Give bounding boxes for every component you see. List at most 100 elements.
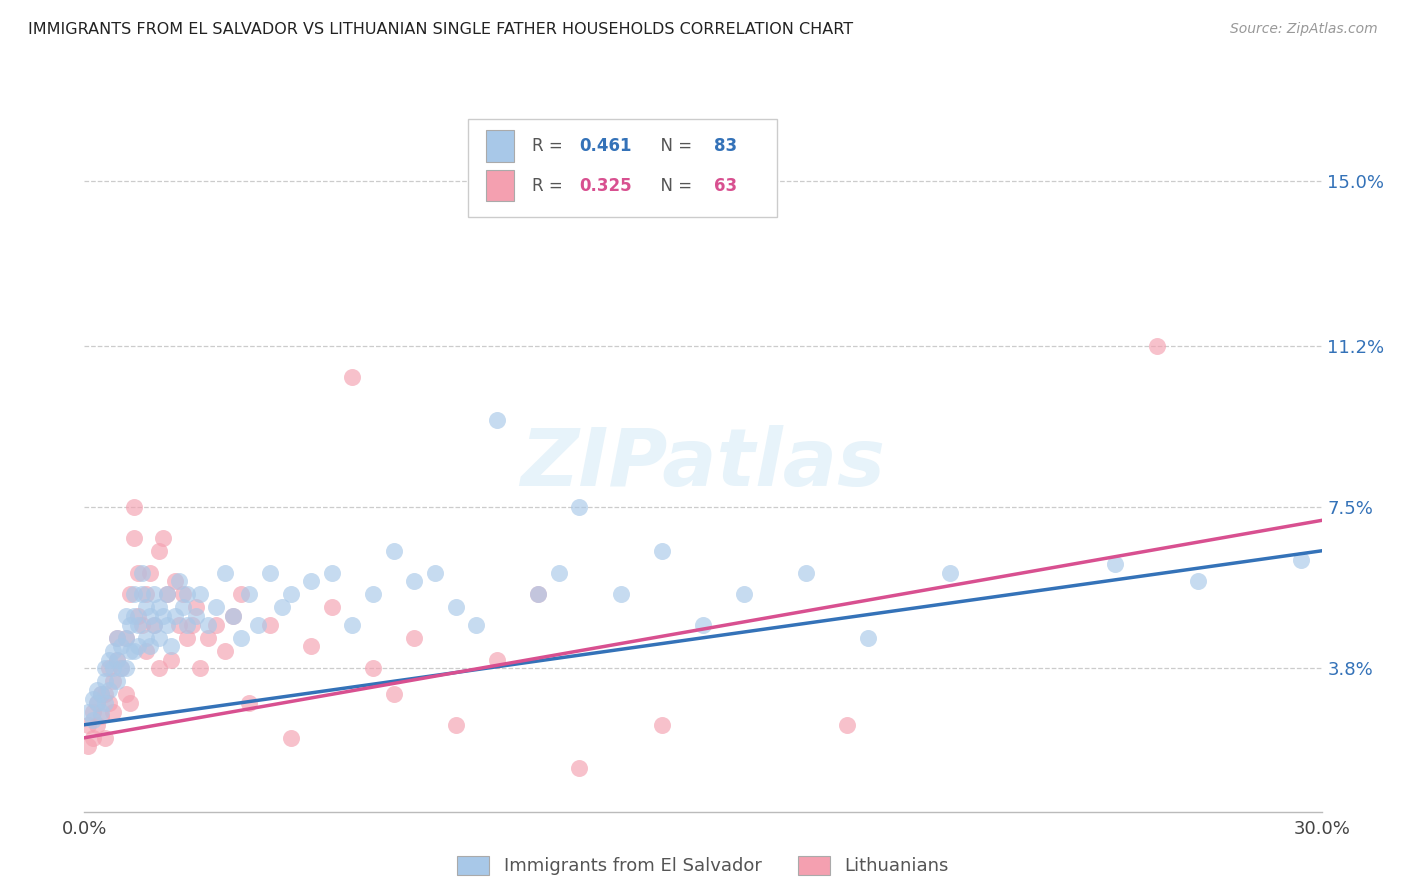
Point	[135, 600, 157, 615]
Point	[86, 696, 108, 710]
Bar	[486, 130, 513, 161]
Legend: Immigrants from El Salvador, Lithuanians: Immigrants from El Salvador, Lithuanians	[450, 849, 956, 883]
Point	[444, 600, 467, 615]
Point	[114, 609, 136, 624]
Point	[122, 587, 145, 601]
Point	[692, 617, 714, 632]
Text: R =: R =	[533, 136, 568, 155]
Point	[361, 661, 384, 675]
Point	[188, 587, 211, 601]
Point	[148, 631, 170, 645]
Point	[547, 566, 569, 580]
Point	[139, 609, 162, 624]
Point	[122, 644, 145, 658]
Point	[105, 652, 128, 666]
Point	[110, 661, 132, 675]
Point	[404, 631, 426, 645]
Point	[90, 705, 112, 719]
Point	[152, 531, 174, 545]
Text: ZIPatlas: ZIPatlas	[520, 425, 886, 503]
Point	[152, 609, 174, 624]
Point	[98, 652, 121, 666]
Point	[197, 631, 219, 645]
Text: 63: 63	[714, 177, 737, 194]
Point	[77, 705, 100, 719]
Point	[135, 587, 157, 601]
Point	[94, 696, 117, 710]
Point	[271, 600, 294, 615]
Bar	[468, 120, 778, 217]
Point	[135, 644, 157, 658]
Point	[114, 631, 136, 645]
Point	[246, 617, 269, 632]
Point	[465, 617, 488, 632]
Point	[131, 587, 153, 601]
Point	[382, 687, 405, 701]
Point	[90, 687, 112, 701]
Point	[184, 600, 207, 615]
Point	[131, 566, 153, 580]
Point	[86, 717, 108, 731]
Point	[118, 587, 141, 601]
Point	[361, 587, 384, 601]
Point	[114, 661, 136, 675]
Point	[118, 644, 141, 658]
Point	[82, 691, 104, 706]
Point	[321, 566, 343, 580]
Point	[82, 731, 104, 745]
Point	[122, 500, 145, 515]
Point	[342, 617, 364, 632]
Point	[90, 687, 112, 701]
Point	[176, 587, 198, 601]
Point	[82, 714, 104, 728]
Point	[127, 617, 149, 632]
Point	[156, 587, 179, 601]
Text: IMMIGRANTS FROM EL SALVADOR VS LITHUANIAN SINGLE FATHER HOUSEHOLDS CORRELATION C: IMMIGRANTS FROM EL SALVADOR VS LITHUANIA…	[28, 22, 853, 37]
Point	[122, 609, 145, 624]
Point	[86, 696, 108, 710]
Point	[103, 674, 125, 689]
Point	[105, 631, 128, 645]
Point	[197, 617, 219, 632]
Point	[98, 661, 121, 675]
Point	[110, 640, 132, 654]
Point	[105, 631, 128, 645]
Point	[651, 543, 673, 558]
Point	[321, 600, 343, 615]
Point	[160, 652, 183, 666]
Point	[299, 640, 322, 654]
Point	[90, 709, 112, 723]
Point	[82, 705, 104, 719]
Point	[205, 600, 228, 615]
Point	[214, 644, 236, 658]
Point	[229, 587, 252, 601]
Point	[165, 609, 187, 624]
Point	[148, 600, 170, 615]
Point	[238, 587, 260, 601]
Point	[135, 631, 157, 645]
Point	[167, 574, 190, 589]
Point	[94, 674, 117, 689]
Point	[118, 617, 141, 632]
Point	[114, 631, 136, 645]
Point	[423, 566, 446, 580]
Point	[342, 369, 364, 384]
Text: N =: N =	[650, 136, 697, 155]
Point	[127, 640, 149, 654]
Point	[165, 574, 187, 589]
Text: R =: R =	[533, 177, 568, 194]
Point	[103, 705, 125, 719]
Point	[167, 617, 190, 632]
Point	[856, 631, 879, 645]
Point	[651, 717, 673, 731]
Point	[1146, 339, 1168, 353]
Point	[214, 566, 236, 580]
Point	[527, 587, 550, 601]
Point	[180, 617, 202, 632]
Point	[222, 609, 245, 624]
Point	[733, 587, 755, 601]
Point	[172, 600, 194, 615]
Text: Source: ZipAtlas.com: Source: ZipAtlas.com	[1230, 22, 1378, 37]
Point	[229, 631, 252, 645]
Text: 0.325: 0.325	[579, 177, 631, 194]
